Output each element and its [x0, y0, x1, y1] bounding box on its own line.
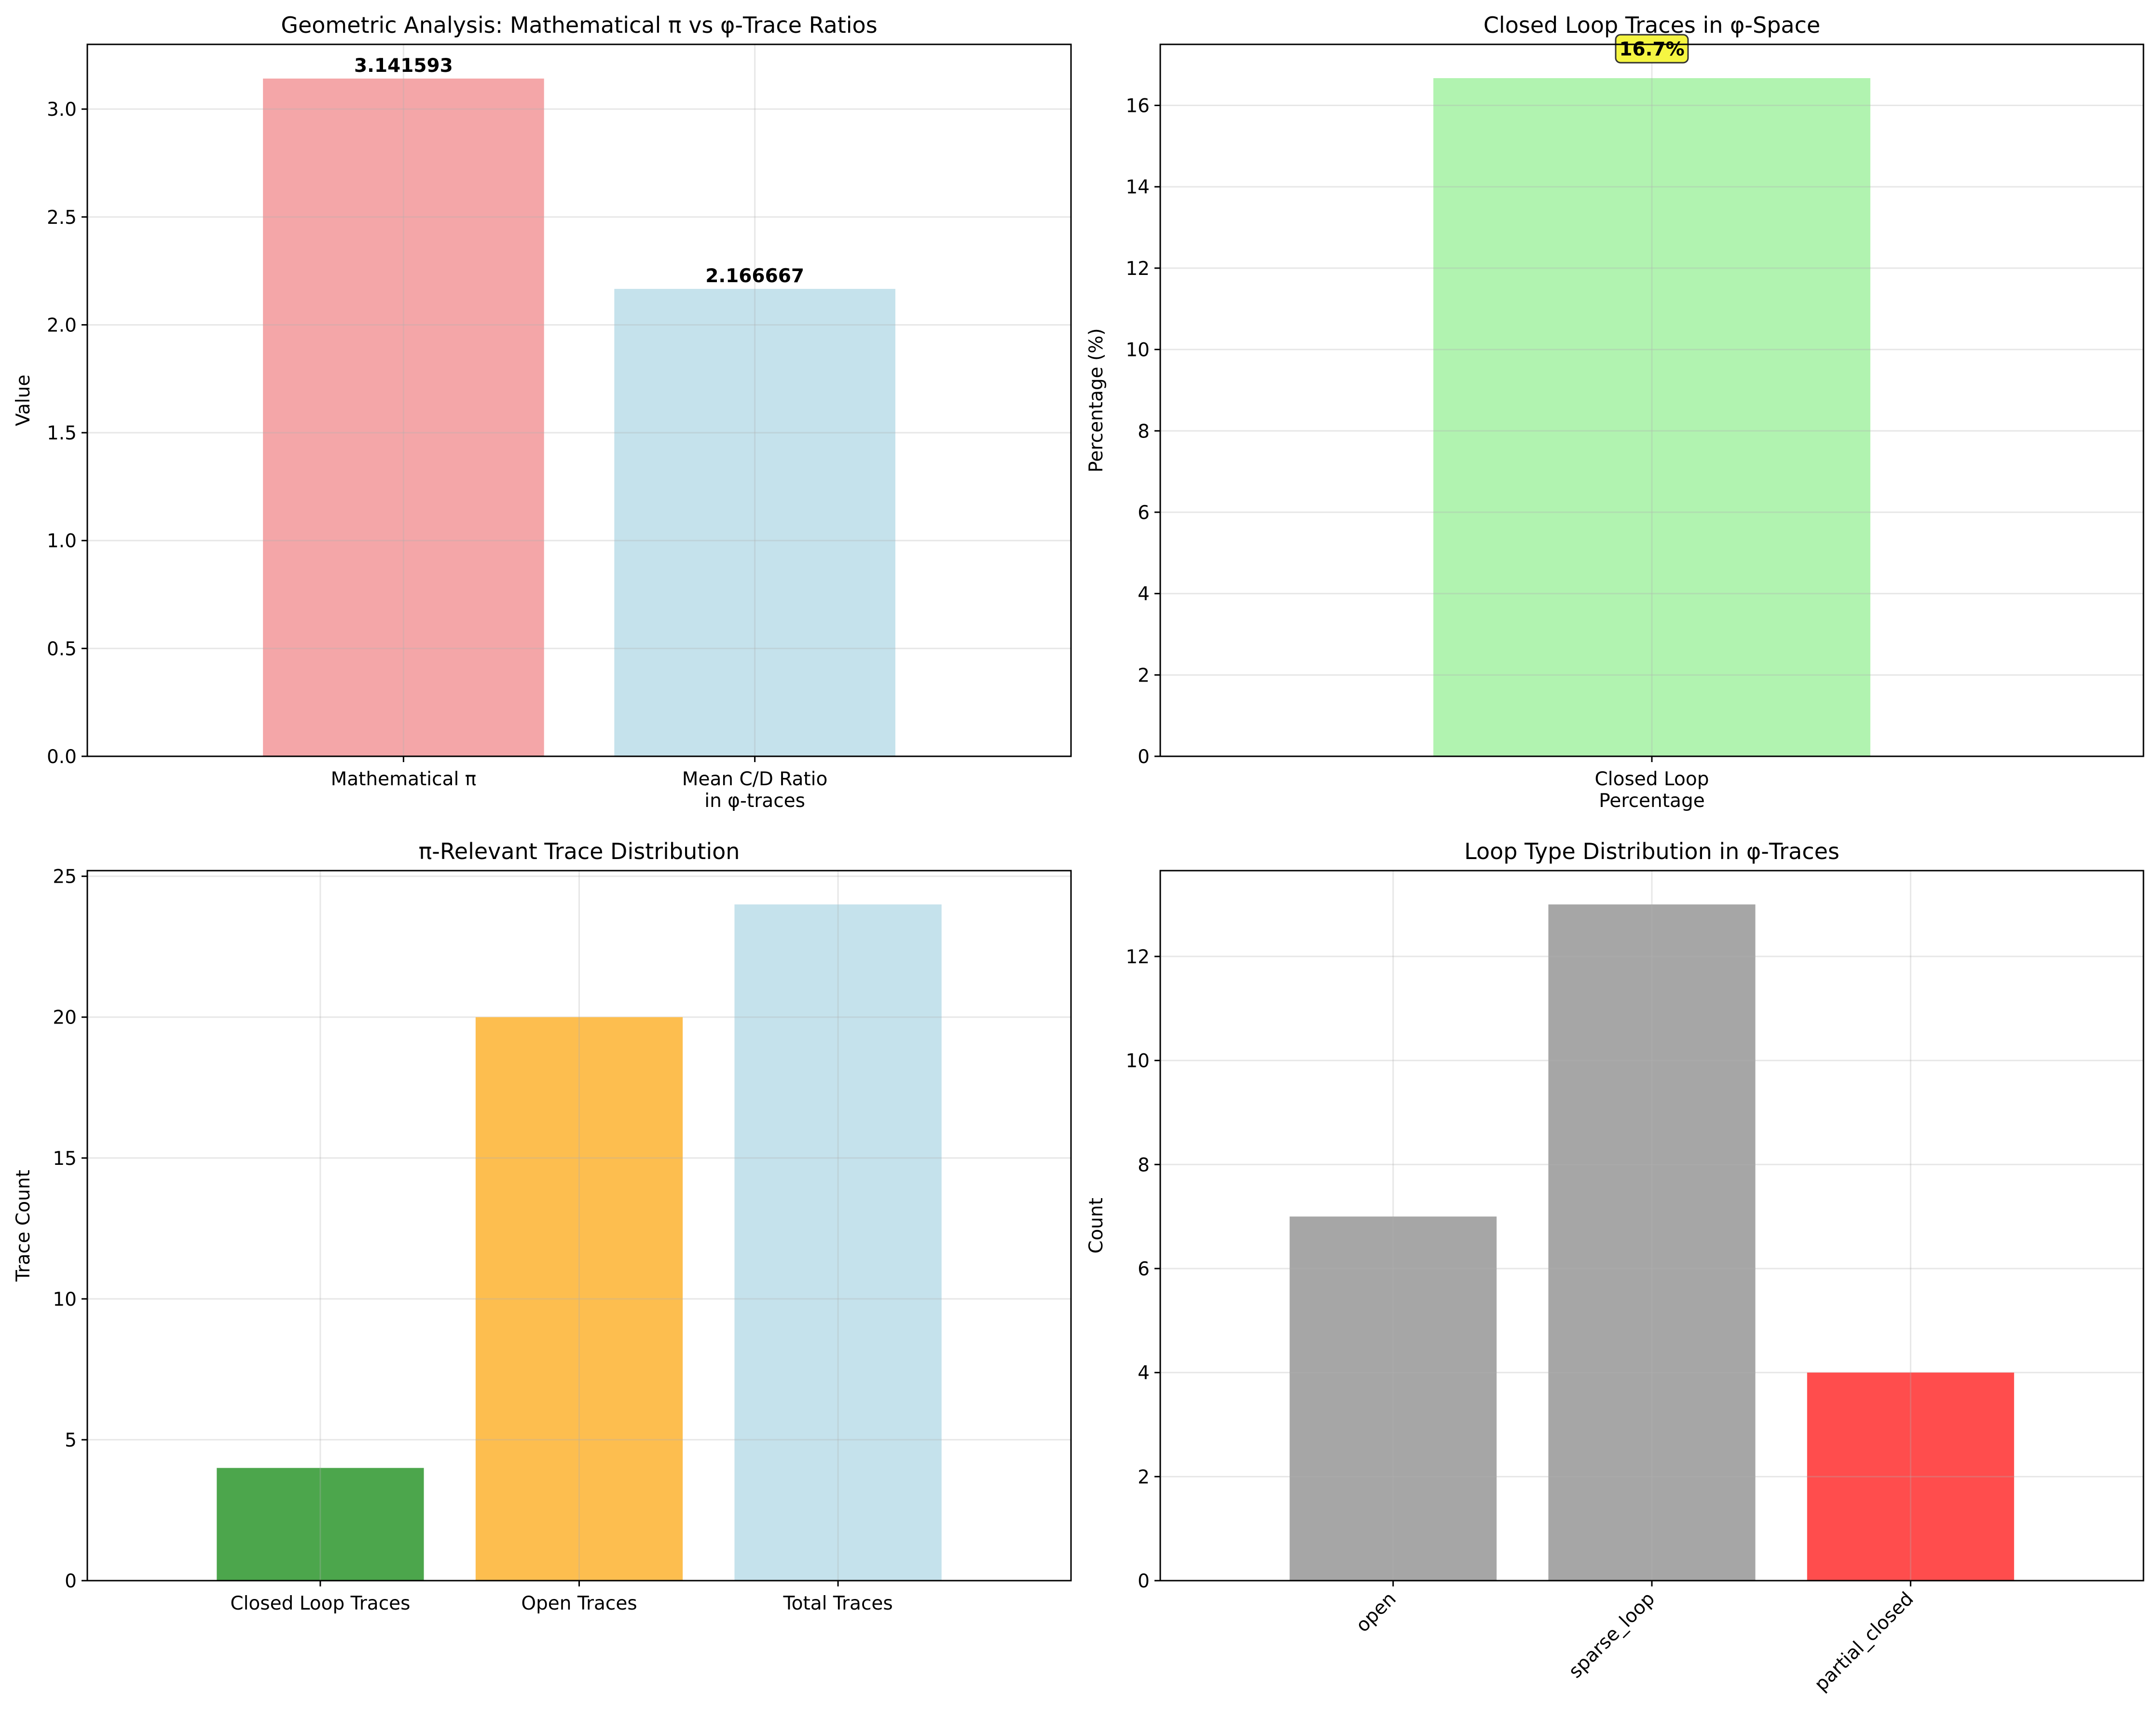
y-tick-label: 25 [53, 866, 77, 888]
y-tick-label: 6 [1138, 1258, 1150, 1280]
x-tick-label: Open Traces [521, 1593, 637, 1614]
chart-title: Loop Type Distribution in φ-Traces [1464, 838, 1840, 864]
bar [1290, 1216, 1497, 1581]
y-axis-label: Trace Count [13, 1170, 34, 1282]
x-tick-label: sparse_loop [1565, 1588, 1659, 1682]
y-axis-label: Value [13, 374, 34, 426]
bar [1807, 1372, 2014, 1581]
plot-frame [1159, 43, 2144, 757]
plot-frame [1159, 870, 2144, 1582]
bar [475, 1017, 683, 1581]
bar [734, 904, 942, 1581]
y-tick-label: 0.0 [47, 746, 77, 768]
x-tick-label: Closed Loop [1595, 768, 1709, 790]
annotation-box [1615, 34, 1689, 64]
x-tick-label: open [1352, 1588, 1401, 1637]
y-tick-label: 10 [1126, 1051, 1150, 1072]
y-tick-label: 0 [1138, 1571, 1150, 1592]
bar [1548, 904, 1756, 1581]
y-tick-label: 2 [1138, 665, 1150, 686]
y-axis-label: Count [1085, 1198, 1107, 1254]
subplot-3: π-Relevant Trace Distribution 0 5 10 15 20 25 T… [13, 838, 1072, 1614]
y-tick-label: 4 [1138, 584, 1150, 605]
subplot-2: Closed Loop Traces in φ-Space 0 2 4 6 8 10 12 14… [1085, 12, 2144, 812]
y-tick-label: 8 [1138, 1154, 1150, 1176]
y-tick-label: 4 [1138, 1363, 1150, 1384]
bar-value-label: 3.141593 [354, 55, 453, 77]
chart-title: Closed Loop Traces in φ-Space [1483, 12, 1820, 38]
y-tick-label: 8 [1138, 421, 1150, 442]
subplot-4: Loop Type Distribution in φ-Traces 0 2 4 6 8 1… [1085, 838, 2144, 1695]
plot-frame [86, 870, 1072, 1582]
x-tick-label: Closed Loop Traces [230, 1593, 410, 1614]
chart-title: π-Relevant Trace Distribution [419, 838, 740, 864]
bar-value-label: 2.166667 [705, 265, 804, 287]
x-tick-label: Total Traces [783, 1593, 893, 1614]
x-tick-label: Mathematical π [331, 768, 477, 790]
y-tick-label: 10 [53, 1289, 77, 1311]
x-tick-label: in φ-traces [704, 790, 805, 812]
y-tick-label: 2 [1138, 1466, 1150, 1488]
y-tick-label: 12 [1126, 258, 1150, 280]
y-tick-label: 6 [1138, 502, 1150, 524]
bar [217, 1468, 424, 1581]
y-tick-label: 0 [65, 1571, 77, 1592]
x-tick-label: Percentage [1599, 790, 1704, 812]
plot-frame [86, 43, 1072, 757]
y-tick-label: 2.5 [47, 207, 77, 229]
subplot-1: Geometric Analysis: Mathematical π vs φ-… [13, 12, 1072, 812]
y-tick-label: 1.0 [47, 531, 77, 552]
bar [1433, 78, 1870, 756]
y-tick-label: 20 [53, 1007, 77, 1029]
y-tick-label: 0.5 [47, 638, 77, 660]
y-tick-label: 1.5 [47, 423, 77, 444]
y-tick-label: 3.0 [47, 99, 77, 121]
x-tick-label: partial_closed [1810, 1588, 1918, 1695]
chart-title: Geometric Analysis: Mathematical π vs φ-… [281, 12, 877, 38]
y-axis-label: Percentage (%) [1085, 328, 1107, 472]
y-tick-label: 16 [1126, 96, 1150, 117]
y-tick-label: 15 [53, 1148, 77, 1170]
y-tick-label: 12 [1126, 946, 1150, 968]
y-tick-label: 2.0 [47, 314, 77, 336]
bar [263, 78, 544, 757]
y-tick-label: 14 [1126, 177, 1150, 198]
y-tick-label: 10 [1126, 340, 1150, 361]
y-tick-label: 0 [1138, 746, 1150, 768]
annotation-label: 16.7% [1619, 39, 1684, 60]
bar [614, 288, 895, 756]
y-tick-label: 5 [65, 1430, 77, 1451]
x-tick-label: Mean C/D Ratio [682, 768, 828, 790]
